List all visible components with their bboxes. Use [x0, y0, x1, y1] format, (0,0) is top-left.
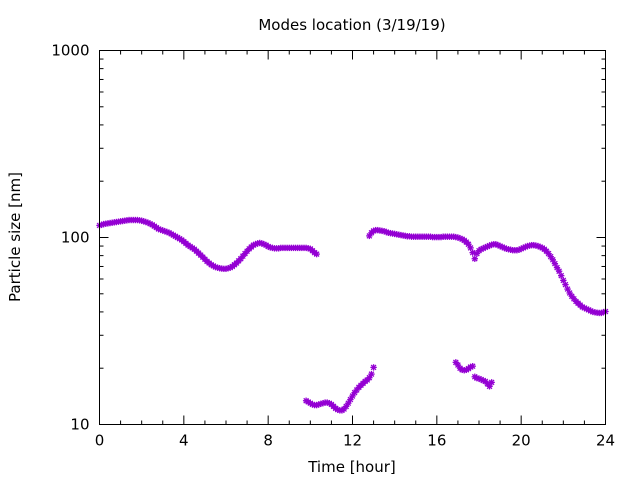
data-point [469, 249, 476, 256]
data-point [313, 250, 320, 258]
axis-tick-labels: 0 4 8 12 16 20 24 10 100 1000 [51, 42, 615, 450]
data-point [370, 364, 377, 371]
data-point [488, 379, 495, 386]
x-tick-label: 0 [95, 432, 105, 450]
data-points [96, 216, 609, 414]
data-point [368, 370, 375, 378]
data-point [469, 363, 476, 370]
x-axis-label: Time [hour] [307, 458, 396, 476]
y-tick-label: 1000 [51, 42, 89, 60]
x-tick-label: 20 [512, 432, 531, 450]
x-tick-label: 16 [427, 432, 446, 450]
x-tick-label: 8 [263, 432, 273, 450]
data-point [471, 255, 478, 262]
y-tick-label: 10 [70, 416, 89, 434]
y-tick-label: 100 [61, 229, 90, 247]
x-tick-label: 12 [343, 432, 362, 450]
y-axis-label: Particle size [nm] [6, 172, 24, 302]
x-tick-label: 24 [596, 432, 615, 450]
x-tick-label: 4 [179, 432, 189, 450]
chart-title: Modes location (3/19/19) [258, 16, 445, 34]
plot-frame [99, 50, 606, 425]
